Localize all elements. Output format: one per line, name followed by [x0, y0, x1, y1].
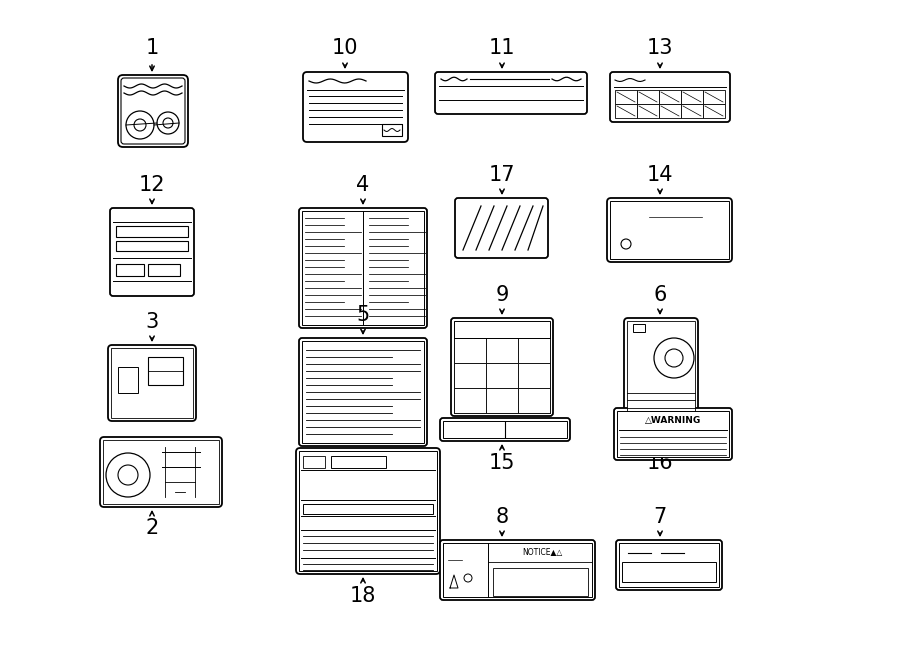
FancyBboxPatch shape: [440, 418, 570, 441]
Bar: [627, 321, 695, 415]
FancyBboxPatch shape: [451, 318, 553, 416]
FancyBboxPatch shape: [100, 437, 222, 507]
Text: 18: 18: [350, 586, 376, 606]
Bar: [303, 504, 433, 514]
Bar: [493, 568, 588, 596]
Bar: [116, 264, 144, 276]
Text: △WARNING: △WARNING: [645, 416, 701, 426]
Text: 10: 10: [332, 38, 358, 58]
Text: 12: 12: [139, 175, 166, 195]
Bar: [518, 388, 550, 413]
FancyBboxPatch shape: [474, 572, 483, 596]
Text: 7: 7: [653, 507, 667, 527]
Bar: [443, 421, 567, 438]
Text: 13: 13: [647, 38, 673, 58]
Bar: [486, 388, 518, 413]
FancyBboxPatch shape: [662, 231, 707, 247]
Bar: [518, 338, 550, 363]
FancyBboxPatch shape: [613, 206, 639, 251]
Text: 5: 5: [356, 305, 370, 325]
FancyBboxPatch shape: [118, 75, 188, 147]
Bar: [116, 241, 188, 251]
Text: 15: 15: [489, 453, 515, 473]
Bar: [382, 124, 402, 136]
Bar: [617, 411, 729, 457]
Bar: [454, 338, 486, 363]
Bar: [303, 456, 325, 468]
FancyBboxPatch shape: [455, 198, 548, 258]
Bar: [637, 104, 659, 118]
Bar: [116, 226, 188, 237]
FancyBboxPatch shape: [440, 540, 595, 600]
FancyBboxPatch shape: [607, 198, 732, 262]
Bar: [518, 363, 550, 388]
FancyBboxPatch shape: [624, 318, 698, 418]
Bar: [299, 451, 437, 571]
Bar: [615, 90, 637, 104]
Bar: [622, 562, 716, 582]
FancyBboxPatch shape: [435, 72, 587, 114]
FancyBboxPatch shape: [299, 338, 427, 446]
FancyBboxPatch shape: [299, 208, 427, 328]
Text: 6: 6: [653, 285, 667, 305]
Text: 2: 2: [146, 518, 158, 538]
Text: 8: 8: [495, 507, 508, 527]
Bar: [454, 363, 486, 388]
FancyBboxPatch shape: [616, 540, 722, 590]
Bar: [148, 357, 183, 385]
Bar: [659, 90, 681, 104]
Bar: [619, 543, 719, 587]
Bar: [302, 341, 424, 443]
FancyBboxPatch shape: [303, 72, 408, 142]
FancyBboxPatch shape: [645, 208, 707, 226]
Bar: [331, 456, 386, 468]
FancyBboxPatch shape: [614, 408, 732, 460]
Bar: [454, 321, 550, 413]
FancyBboxPatch shape: [610, 72, 730, 122]
Text: 16: 16: [647, 453, 673, 473]
Bar: [659, 104, 681, 118]
Bar: [703, 104, 725, 118]
Bar: [486, 363, 518, 388]
Bar: [302, 211, 424, 325]
Bar: [148, 264, 180, 276]
Bar: [681, 90, 703, 104]
FancyBboxPatch shape: [629, 328, 649, 380]
Text: 14: 14: [647, 165, 673, 185]
Bar: [637, 90, 659, 104]
Text: NOTICE▲△: NOTICE▲△: [522, 547, 562, 557]
Text: 11: 11: [489, 38, 515, 58]
Text: 3: 3: [146, 312, 158, 332]
Bar: [633, 324, 645, 332]
Bar: [486, 338, 518, 363]
Bar: [615, 104, 637, 118]
Text: 17: 17: [489, 165, 515, 185]
Bar: [703, 90, 725, 104]
FancyBboxPatch shape: [121, 78, 185, 144]
Text: 9: 9: [495, 285, 508, 305]
Text: 4: 4: [356, 175, 370, 195]
FancyBboxPatch shape: [296, 448, 440, 574]
Bar: [454, 388, 486, 413]
FancyBboxPatch shape: [115, 355, 141, 405]
FancyBboxPatch shape: [110, 208, 194, 296]
Bar: [111, 348, 193, 418]
Bar: [681, 104, 703, 118]
Text: 1: 1: [146, 38, 158, 58]
Bar: [118, 367, 138, 393]
Bar: [610, 201, 729, 259]
Bar: [103, 440, 219, 504]
Bar: [443, 543, 592, 597]
FancyBboxPatch shape: [108, 345, 196, 421]
